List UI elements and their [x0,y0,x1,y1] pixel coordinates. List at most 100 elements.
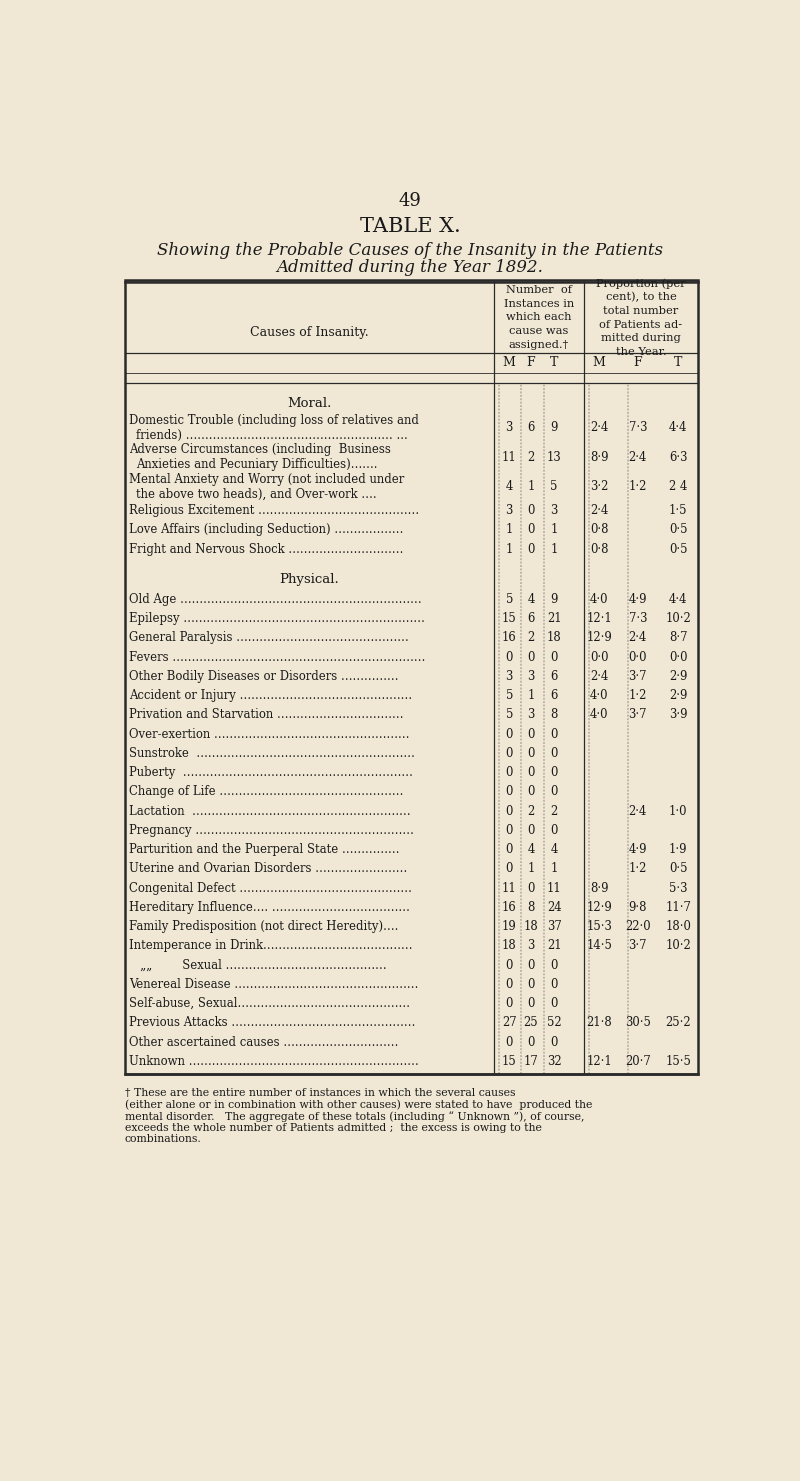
Text: 7·3: 7·3 [629,422,647,434]
Text: 52: 52 [547,1016,562,1029]
Text: 5: 5 [506,708,513,721]
Text: 8: 8 [550,708,558,721]
Text: 11·7: 11·7 [666,900,691,914]
Text: 3: 3 [527,708,534,721]
Text: 3: 3 [527,939,534,952]
Text: 1·5: 1·5 [669,504,687,517]
Text: 11: 11 [502,450,517,464]
Text: 2: 2 [527,450,534,464]
Text: Sunstroke  …………………………………………………: Sunstroke ………………………………………………… [129,746,414,760]
Text: 2·4: 2·4 [590,422,608,434]
Text: 3: 3 [550,504,558,517]
Text: 0·5: 0·5 [669,542,687,555]
Text: 12·1: 12·1 [586,612,612,625]
Text: 3·7: 3·7 [629,669,647,683]
Text: 4: 4 [550,843,558,856]
Text: Domestic Trouble (including loss of relatives and: Domestic Trouble (including loss of rela… [129,415,418,427]
Text: 5·3: 5·3 [669,881,687,895]
Text: 0: 0 [527,958,534,972]
Text: 1·9: 1·9 [669,843,687,856]
Text: Lactation  …………………………………………………: Lactation ………………………………………………… [129,804,410,818]
Text: 0: 0 [527,504,534,517]
Text: 15: 15 [502,612,517,625]
Text: 0: 0 [527,542,534,555]
Text: 19: 19 [502,920,517,933]
Text: 15: 15 [502,1054,517,1068]
Text: 37: 37 [546,920,562,933]
Text: 18: 18 [546,631,562,644]
Text: 5: 5 [506,592,513,606]
Text: combinations.: combinations. [125,1134,202,1143]
Text: 0·0: 0·0 [629,650,647,663]
Text: 6: 6 [550,689,558,702]
Text: 0: 0 [550,1035,558,1049]
Text: 14·5: 14·5 [586,939,612,952]
Text: 0: 0 [550,785,558,798]
Text: Self-abuse, Sexual………………………………………: Self-abuse, Sexual……………………………………… [129,997,410,1010]
Text: 11: 11 [546,881,562,895]
Text: Fevers …………………………………………………………: Fevers ………………………………………………………… [129,650,425,663]
Text: 9·8: 9·8 [629,900,647,914]
Text: M: M [502,357,516,369]
Text: Over-exertion ……………………………………………: Over-exertion …………………………………………… [129,727,409,740]
Text: Old Age ………………………………………………………: Old Age ……………………………………………………… [129,592,422,606]
Text: 0: 0 [506,862,513,875]
Text: friends) ……………………………………………… ...: friends) ……………………………………………… ... [137,429,408,441]
Text: 0: 0 [506,785,513,798]
Text: the above two heads), and Over-work ….: the above two heads), and Over-work …. [137,487,377,501]
Text: 18: 18 [502,939,517,952]
Text: 0: 0 [506,823,513,837]
Text: Moral.: Moral. [287,397,331,410]
Text: Puberty  ……………………………………………………: Puberty …………………………………………………… [129,766,413,779]
Text: 13: 13 [546,450,562,464]
Text: 15·3: 15·3 [586,920,612,933]
Text: 32: 32 [547,1054,562,1068]
Text: 17: 17 [523,1054,538,1068]
Text: 8: 8 [527,900,534,914]
Text: 1·0: 1·0 [669,804,687,818]
Text: 0: 0 [527,823,534,837]
Text: 0: 0 [506,977,513,991]
Text: 0: 0 [506,1035,513,1049]
Text: 0: 0 [506,727,513,740]
Text: 25: 25 [523,1016,538,1029]
Text: 4·9: 4·9 [629,843,647,856]
Text: 0: 0 [527,766,534,779]
Text: 18·0: 18·0 [666,920,691,933]
Text: 1: 1 [506,542,513,555]
Text: 0: 0 [550,823,558,837]
Text: exceeds the whole number of Patients admitted ;  the excess is owing to the: exceeds the whole number of Patients adm… [125,1123,542,1133]
Text: „„        Sexual ……………………………………: „„ Sexual …………………………………… [129,958,386,972]
Text: 4·4: 4·4 [669,422,687,434]
Text: 21: 21 [547,612,562,625]
Text: Intemperance in Drink…………………………………: Intemperance in Drink………………………………… [129,939,412,952]
Text: T: T [550,357,558,369]
Text: Causes of Insanity.: Causes of Insanity. [250,326,369,339]
Text: 0: 0 [550,958,558,972]
Text: 21: 21 [547,939,562,952]
Text: 15·5: 15·5 [666,1054,691,1068]
Text: 6: 6 [550,669,558,683]
Text: 0: 0 [550,727,558,740]
Text: 1: 1 [550,542,558,555]
Text: mental disorder.   The aggregate of these totals (including “ Unknown ”), of cou: mental disorder. The aggregate of these … [125,1111,584,1121]
Text: 10·2: 10·2 [666,939,691,952]
Text: 0: 0 [527,785,534,798]
Text: 0: 0 [527,997,534,1010]
Text: 6·3: 6·3 [669,450,687,464]
Text: 30·5: 30·5 [625,1016,650,1029]
Text: 3·2: 3·2 [590,480,608,493]
Text: Privation and Starvation ……………………………: Privation and Starvation …………………………… [129,708,403,721]
Text: 2 4: 2 4 [669,480,687,493]
Text: Love Affairs (including Seduction) ………………: Love Affairs (including Seduction) ……………… [129,523,403,536]
Text: 3·9: 3·9 [669,708,687,721]
Text: 5: 5 [506,689,513,702]
Text: 0: 0 [550,977,558,991]
Text: 0·5: 0·5 [669,862,687,875]
Text: Family Predisposition (not direct Heredity)….: Family Predisposition (not direct Heredi… [129,920,398,933]
Text: 1·2: 1·2 [629,862,647,875]
Text: 0: 0 [527,523,534,536]
Text: 3: 3 [527,669,534,683]
Text: 0·0: 0·0 [669,650,687,663]
Text: 6: 6 [527,612,534,625]
